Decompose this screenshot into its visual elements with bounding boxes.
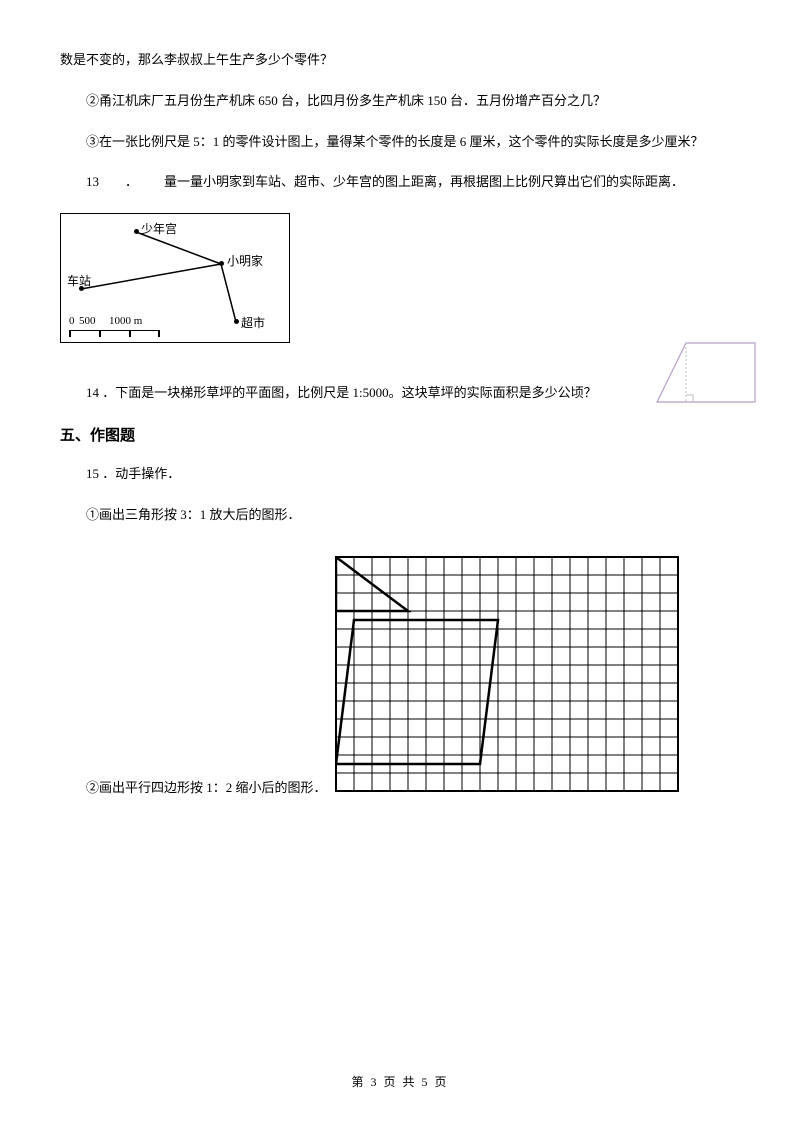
question-sub-3: ③在一张比例尺是 5：1 的零件设计图上，量得某个零件的长度是 6 厘米，这个零… (60, 132, 740, 153)
q13-dot: ． (99, 172, 138, 193)
q15-sub1: ①画出三角形按 3：1 放大后的图形． (60, 505, 740, 526)
label-xiaomingjia: 小明家 (227, 252, 263, 271)
scale-bar: 0 500 1000 m (69, 313, 159, 337)
question-13: 13 ． 量一量小明家到车站、超市、少年宫的图上距离，再根据图上比例尺算出它们的… (60, 172, 740, 193)
section-5-title: 五、作图题 (60, 424, 740, 448)
q14-number: 14 (86, 385, 99, 400)
question-sub-2: ②甬江机床厂五月份生产机床 650 台，比四月份多生产机床 150 台．五月份增… (60, 91, 740, 112)
q13-text: 量一量小明家到车站、超市、少年宫的图上距离，再根据图上比例尺算出它们的实际距离． (138, 172, 740, 193)
scale-0: 0 (69, 313, 79, 331)
page-footer: 第 3 页 共 5 页 (0, 1073, 800, 1092)
label-chaoshi: 超市 (241, 314, 265, 333)
q15-number: 15 (86, 466, 99, 481)
map-diagram: 少年宫 小明家 车站 超市 0 500 1000 m (60, 213, 290, 343)
continuation-line: 数是不变的，那么李叔叔上午生产多少个零件？ (60, 50, 740, 71)
label-chezhan: 车站 (67, 272, 91, 291)
question-15: 15 ．动手操作． (60, 464, 740, 485)
label-shaoniangong: 少年宫 (141, 220, 177, 239)
grid-figure (335, 556, 679, 799)
question-14: 14 ．下面是一块梯形草坪的平面图，比例尺是 1:5000。这块草坪的实际面积是… (60, 383, 740, 404)
q15-body: ．动手操作． (102, 466, 180, 481)
q15-sub2: ②画出平行四边形按 1：2 缩小后的图形． (60, 778, 327, 799)
q13-number: 13 (60, 172, 99, 193)
scale-500: 500 (79, 313, 109, 331)
scale-1000: 1000 m (109, 313, 142, 331)
q14-body: ．下面是一块梯形草坪的平面图，比例尺是 1:5000。这块草坪的实际面积是多少公… (102, 385, 596, 400)
